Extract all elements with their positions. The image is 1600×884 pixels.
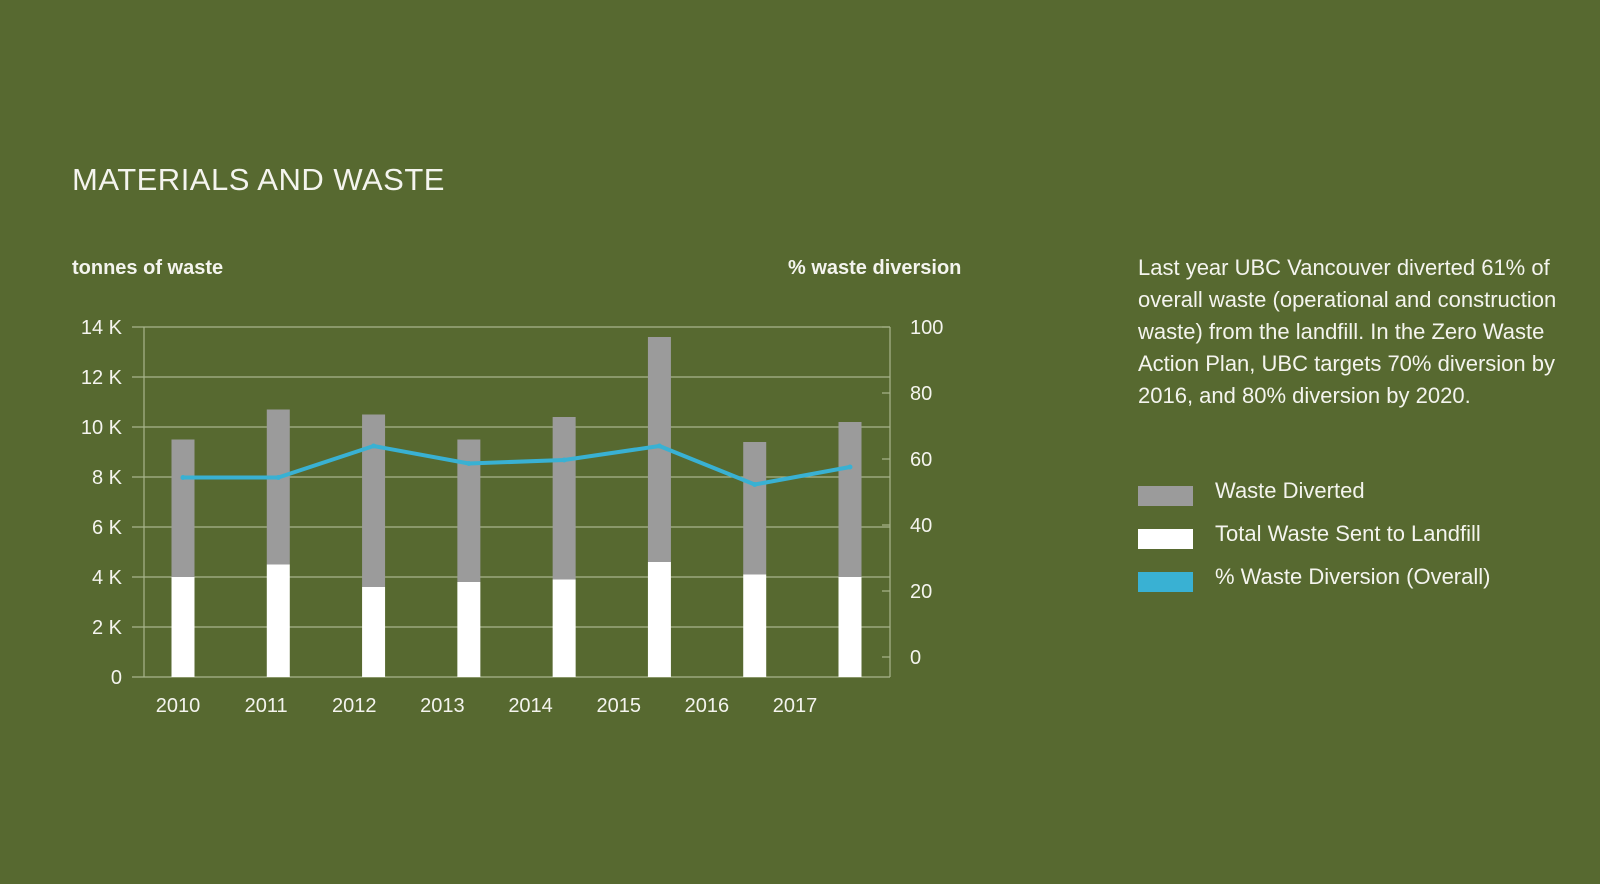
x-tick-label: 2013: [420, 695, 465, 717]
description-text: Last year UBC Vancouver diverted 61% of …: [1138, 255, 1557, 408]
bar-diverted: [171, 439, 195, 577]
y-tick-label-left: 2 K: [92, 617, 123, 639]
y-tick-label-left: 12 K: [81, 367, 123, 389]
diversion-point: [752, 482, 758, 487]
x-tick-label: 2012: [332, 695, 377, 717]
x-tick-label: 2014: [508, 695, 553, 717]
y-tick-label-left: 0: [111, 667, 122, 689]
y-tick-label-left: 14 K: [81, 317, 123, 339]
bar-landfill: [838, 577, 862, 677]
bar-diverted: [362, 414, 386, 587]
bar-diverted: [266, 409, 290, 565]
y-tick-label-left: 6 K: [92, 517, 123, 539]
x-tick-label: 2016: [685, 695, 730, 717]
right-axis-title: % waste diversion: [788, 257, 962, 279]
y-tick-label-right: 100: [910, 317, 943, 339]
x-tick-label: 2010: [156, 695, 201, 717]
bar-landfill: [743, 574, 767, 677]
bar-diverted: [838, 422, 862, 577]
bar-landfill: [552, 579, 576, 677]
page-title: MATERIALS AND WASTE: [72, 162, 445, 197]
diversion-point: [180, 475, 186, 480]
legend-swatch-landfill: [1138, 529, 1193, 549]
y-tick-label-right: 0: [910, 647, 921, 669]
diversion-line: [183, 444, 851, 487]
legend-label-diversion: % Waste Diversion (Overall): [1215, 564, 1491, 589]
diversion-point: [371, 443, 377, 449]
legend-swatch-diversion: [1138, 572, 1193, 592]
bar-landfill: [647, 562, 671, 677]
bar-landfill: [457, 582, 481, 677]
y-tick-label-left: 8 K: [92, 467, 123, 489]
bar-diverted: [552, 417, 576, 580]
y-tick-label-left: 4 K: [92, 567, 123, 589]
legend-swatch-diverted: [1138, 486, 1193, 506]
y-tick-label-right: 80: [910, 383, 932, 405]
diversion-point: [656, 443, 662, 449]
y-tick-label-right: 60: [910, 449, 932, 471]
y-tick-label-left: 10 K: [81, 417, 123, 439]
left-axis-title: tonnes of waste: [72, 257, 224, 279]
bar-landfill: [362, 587, 386, 677]
legend-label-diverted: Waste Diverted: [1215, 478, 1365, 503]
bar-landfill: [266, 564, 290, 677]
diversion-point: [561, 457, 567, 463]
legend-label-landfill: Total Waste Sent to Landfill: [1215, 521, 1481, 546]
x-tick-label: 2015: [596, 695, 641, 717]
diversion-point: [847, 464, 853, 470]
diversion-point: [275, 475, 281, 480]
x-tick-label: 2011: [245, 695, 288, 717]
y-tick-label-right: 40: [910, 515, 932, 537]
bar-diverted: [457, 439, 481, 582]
y-tick-label-right: 20: [910, 581, 932, 603]
bar-diverted: [743, 442, 767, 575]
bar-diverted: [647, 337, 671, 562]
x-tick-label: 2017: [773, 695, 818, 717]
bar-landfill: [171, 577, 195, 677]
diversion-point: [466, 461, 472, 466]
